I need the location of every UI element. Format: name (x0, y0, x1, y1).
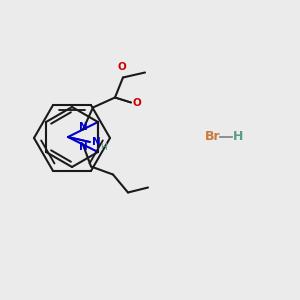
Text: O: O (118, 62, 126, 73)
Text: Br: Br (205, 130, 220, 143)
Text: H: H (233, 130, 243, 143)
Text: N: N (79, 142, 87, 152)
Text: O: O (133, 98, 142, 107)
Text: N: N (79, 122, 87, 133)
Text: N: N (92, 137, 101, 147)
Text: H: H (100, 142, 107, 152)
